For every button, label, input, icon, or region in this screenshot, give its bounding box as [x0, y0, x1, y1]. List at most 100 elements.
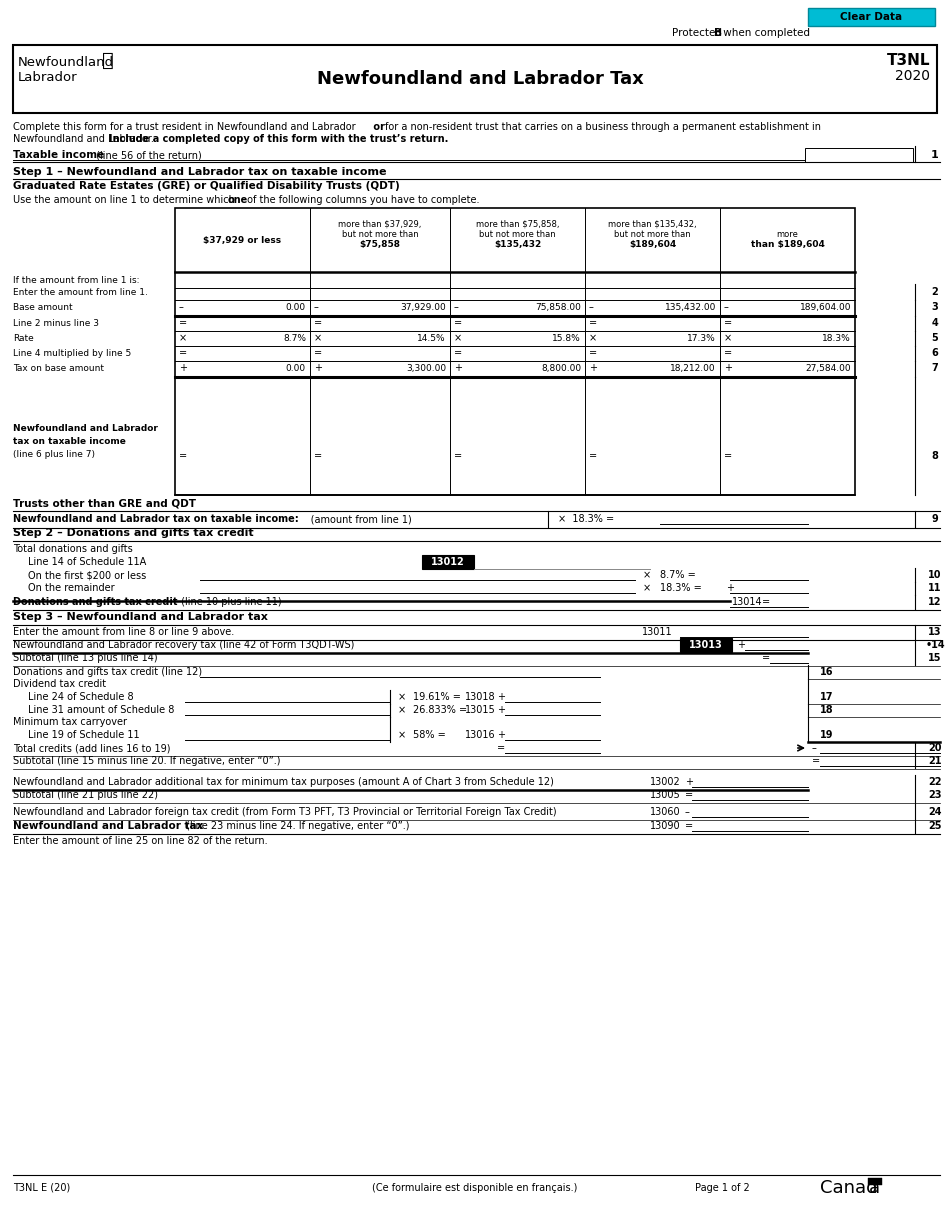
Text: Tax on base amount: Tax on base amount	[13, 364, 104, 373]
Text: =: =	[589, 319, 598, 328]
Text: 11: 11	[928, 583, 941, 593]
Text: more: more	[776, 230, 798, 239]
Text: +: +	[454, 363, 462, 373]
Text: 13018: 13018	[465, 692, 496, 702]
Text: =: =	[454, 319, 462, 328]
Text: Subtotal (line 13 plus line 14): Subtotal (line 13 plus line 14)	[13, 653, 158, 663]
Text: but not more than: but not more than	[479, 230, 556, 239]
Text: 2: 2	[932, 287, 939, 296]
Text: more than $135,432,: more than $135,432,	[608, 219, 696, 229]
Text: –: –	[314, 303, 319, 312]
Text: (Ce formulaire est disponible en français.): (Ce formulaire est disponible en françai…	[372, 1183, 578, 1193]
Text: =: =	[685, 820, 693, 831]
Text: tax on taxable income: tax on taxable income	[13, 437, 125, 445]
Text: =: =	[179, 451, 187, 461]
Text: Taxable income: Taxable income	[13, 150, 104, 160]
Text: 13090: 13090	[650, 820, 680, 831]
Text: 2020: 2020	[895, 69, 930, 82]
Text: 13013: 13013	[689, 640, 723, 649]
Text: 6: 6	[932, 348, 939, 358]
Text: when completed: when completed	[720, 28, 810, 38]
Text: 10: 10	[928, 569, 941, 581]
Text: 20: 20	[928, 743, 941, 753]
Text: ×  18.3% =: × 18.3% =	[558, 514, 614, 524]
Text: Clear Data: Clear Data	[840, 12, 902, 22]
Text: ×: ×	[643, 569, 651, 581]
Text: but not more than: but not more than	[615, 230, 691, 239]
Text: ×: ×	[398, 692, 407, 702]
Text: 8.7% =: 8.7% =	[660, 569, 695, 581]
Text: $135,432: $135,432	[494, 240, 541, 248]
Text: 189,604.00: 189,604.00	[800, 303, 851, 311]
Text: 3,300.00: 3,300.00	[406, 364, 446, 373]
Text: Step 3 – Newfoundland and Labrador tax: Step 3 – Newfoundland and Labrador tax	[13, 613, 268, 622]
Text: 75,858.00: 75,858.00	[535, 303, 581, 311]
Text: (line 23 minus line 24. If negative, enter “0”.): (line 23 minus line 24. If negative, ent…	[183, 820, 409, 831]
Text: =: =	[812, 756, 820, 766]
Text: =: =	[179, 319, 187, 328]
Text: Newfoundland and Labrador Tax: Newfoundland and Labrador Tax	[316, 70, 643, 89]
Text: Protected: Protected	[672, 28, 725, 38]
Text: If the amount from line 1 is:: If the amount from line 1 is:	[13, 276, 140, 284]
Text: Total credits (add lines 16 to 19): Total credits (add lines 16 to 19)	[13, 743, 170, 753]
Text: –: –	[454, 303, 459, 312]
Bar	[422, 555, 474, 569]
Text: ×: ×	[724, 333, 732, 343]
Text: 0.00: 0.00	[286, 364, 306, 373]
Text: 17.3%: 17.3%	[687, 333, 716, 342]
Text: Enter the amount of line 25 on line 82 of the return.: Enter the amount of line 25 on line 82 o…	[13, 836, 268, 846]
Text: Minimum tax carryover: Minimum tax carryover	[13, 717, 127, 727]
Text: 7: 7	[932, 363, 939, 373]
Text: +: +	[497, 692, 505, 702]
Text: =: =	[497, 743, 505, 753]
Text: Line 14 of Schedule 11A: Line 14 of Schedule 11A	[28, 557, 146, 567]
Text: 37,929.00: 37,929.00	[400, 303, 446, 311]
Text: â: â	[869, 1180, 880, 1197]
Text: 22: 22	[928, 777, 941, 787]
Text: Use the amount on line 1 to determine which: Use the amount on line 1 to determine wh…	[13, 196, 238, 205]
Text: =: =	[454, 451, 462, 461]
Text: of the following columns you have to complete.: of the following columns you have to com…	[244, 196, 480, 205]
Text: 13002: 13002	[650, 777, 681, 787]
Text: Include a completed copy of this form with the trust’s return.: Include a completed copy of this form wi…	[109, 134, 448, 144]
Text: more than $37,929,: more than $37,929,	[338, 219, 422, 229]
Text: 16: 16	[820, 667, 833, 677]
Text: 13011: 13011	[642, 627, 673, 637]
Text: 21: 21	[928, 756, 941, 766]
Text: Step 1 – Newfoundland and Labrador tax on taxable income: Step 1 – Newfoundland and Labrador tax o…	[13, 167, 387, 177]
Text: 🌲: 🌲	[103, 50, 114, 70]
Text: =: =	[179, 348, 187, 358]
Text: (line 56 of the return): (line 56 of the return)	[93, 150, 201, 160]
Text: –: –	[724, 303, 729, 312]
Text: Enter the amount from line 1.: Enter the amount from line 1.	[13, 288, 148, 296]
Text: (line 6 plus line 7): (line 6 plus line 7)	[13, 449, 95, 459]
Text: 14.5%: 14.5%	[417, 333, 446, 342]
Text: or: or	[370, 122, 389, 132]
Text: 24: 24	[928, 807, 941, 817]
Text: 4: 4	[932, 319, 939, 328]
Text: =: =	[314, 348, 322, 358]
Text: Step 2 – Donations and gifts tax credit: Step 2 – Donations and gifts tax credit	[13, 528, 254, 538]
Text: Complete this form for a trust resident in Newfoundland and Labrador: Complete this form for a trust resident …	[13, 122, 355, 132]
Text: 13016: 13016	[465, 729, 496, 740]
Text: Line 24 of Schedule 8: Line 24 of Schedule 8	[28, 692, 134, 702]
Text: 19: 19	[820, 729, 833, 740]
Text: 25: 25	[928, 820, 941, 831]
Text: T3NL: T3NL	[886, 53, 930, 68]
Text: Graduated Rate Estates (GRE) or Qualified Disability Trusts (QDT): Graduated Rate Estates (GRE) or Qualifie…	[13, 181, 400, 191]
Text: Total donations and gifts: Total donations and gifts	[13, 544, 133, 554]
Text: 19.61% =: 19.61% =	[413, 692, 461, 702]
Text: Newfoundland and Labrador additional tax for minimum tax purposes (amount A of C: Newfoundland and Labrador additional tax…	[13, 777, 554, 787]
Text: 13005: 13005	[650, 790, 681, 800]
Text: +: +	[724, 363, 732, 373]
Text: Newfoundland and Labrador foreign tax credit (from Form T3 PFT, T3 Provincial or: Newfoundland and Labrador foreign tax cr…	[13, 807, 557, 817]
Text: =: =	[454, 348, 462, 358]
Text: Page 1 of 2: Page 1 of 2	[695, 1183, 750, 1193]
Text: ×: ×	[643, 583, 651, 593]
Text: Rate: Rate	[13, 333, 34, 342]
Text: Subtotal (line 21 plus line 22): Subtotal (line 21 plus line 22)	[13, 790, 158, 800]
Text: =: =	[314, 451, 322, 461]
Text: Donations and gifts tax credit (line 12): Donations and gifts tax credit (line 12)	[13, 667, 202, 677]
Text: 8: 8	[932, 451, 939, 461]
Text: +: +	[737, 640, 745, 649]
